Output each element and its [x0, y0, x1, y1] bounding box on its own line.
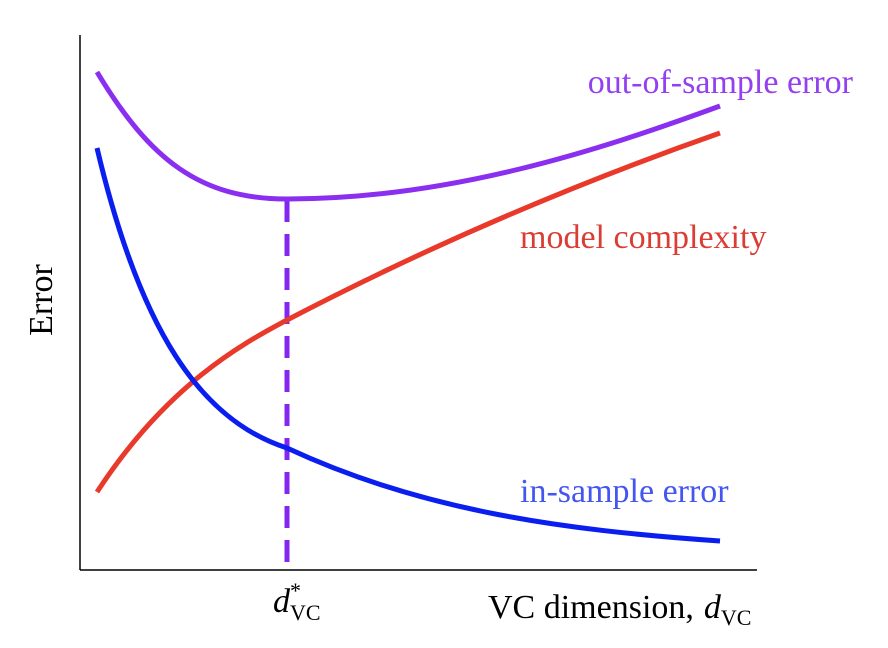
- x-axis-label: VC dimension, dVC: [488, 589, 751, 630]
- model-complexity-curve: [94, 130, 721, 494]
- curve-label: out-of-sample error: [588, 64, 854, 101]
- y-axis-label: Error: [23, 263, 60, 335]
- curve-label: model complexity: [520, 219, 766, 256]
- x-axis-label-text: VC dimension,: [488, 589, 694, 626]
- marker-symbol: d: [273, 583, 291, 620]
- in-sample-curve: [94, 147, 721, 544]
- x-axis-symbol: d: [704, 589, 722, 626]
- x-axis-subscript: VC: [721, 605, 752, 630]
- curve-label: in-sample error: [520, 473, 729, 510]
- marker-superscript: *: [290, 578, 301, 603]
- marker-subscript: VC: [290, 600, 321, 625]
- out-of-sample-curve: [94, 70, 721, 202]
- marker-label: d* VC: [273, 578, 321, 625]
